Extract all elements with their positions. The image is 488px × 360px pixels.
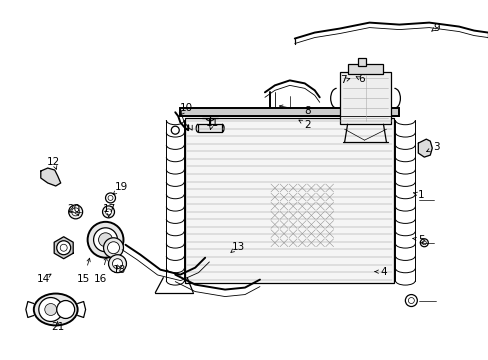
Text: 20: 20 <box>67 204 80 214</box>
Bar <box>198 124 222 132</box>
Circle shape <box>420 239 427 247</box>
Circle shape <box>68 205 82 219</box>
Text: 17: 17 <box>102 204 116 214</box>
Circle shape <box>103 238 123 258</box>
Circle shape <box>112 259 122 269</box>
Bar <box>180 108 399 116</box>
Text: 2: 2 <box>304 120 310 130</box>
Circle shape <box>57 301 75 319</box>
Text: 3: 3 <box>432 142 439 152</box>
Circle shape <box>422 241 426 245</box>
Circle shape <box>39 298 62 321</box>
Circle shape <box>105 193 115 203</box>
Bar <box>339 72 390 124</box>
Circle shape <box>87 222 123 258</box>
Circle shape <box>108 255 126 273</box>
Circle shape <box>102 206 114 218</box>
Text: 15: 15 <box>77 274 90 284</box>
Text: 8: 8 <box>304 106 310 116</box>
Bar <box>357 58 365 67</box>
Circle shape <box>60 244 67 251</box>
Text: 11: 11 <box>205 118 218 128</box>
Text: 13: 13 <box>231 242 244 252</box>
Text: 6: 6 <box>358 75 364 84</box>
Text: 21: 21 <box>51 323 64 332</box>
Text: 19: 19 <box>115 182 128 192</box>
Circle shape <box>45 303 57 315</box>
Text: 9: 9 <box>432 23 439 33</box>
Circle shape <box>93 228 117 252</box>
Text: 12: 12 <box>47 157 60 167</box>
Bar <box>185 118 394 283</box>
Text: 4: 4 <box>379 267 386 276</box>
Circle shape <box>57 241 71 255</box>
Polygon shape <box>417 139 431 157</box>
Bar <box>347 64 383 75</box>
Ellipse shape <box>34 293 78 325</box>
Text: 16: 16 <box>94 274 107 284</box>
Text: 14: 14 <box>37 274 50 284</box>
Text: 7: 7 <box>340 75 346 85</box>
Circle shape <box>108 195 113 201</box>
Text: 18: 18 <box>113 265 126 275</box>
Circle shape <box>99 233 112 247</box>
Circle shape <box>107 242 119 254</box>
Text: 10: 10 <box>179 103 192 113</box>
Polygon shape <box>54 237 73 259</box>
Text: 1: 1 <box>417 190 424 200</box>
Circle shape <box>72 208 80 216</box>
Circle shape <box>105 209 111 215</box>
Circle shape <box>171 126 179 134</box>
Circle shape <box>407 298 413 303</box>
Polygon shape <box>41 168 61 186</box>
Text: 5: 5 <box>417 235 424 245</box>
Circle shape <box>405 294 416 306</box>
